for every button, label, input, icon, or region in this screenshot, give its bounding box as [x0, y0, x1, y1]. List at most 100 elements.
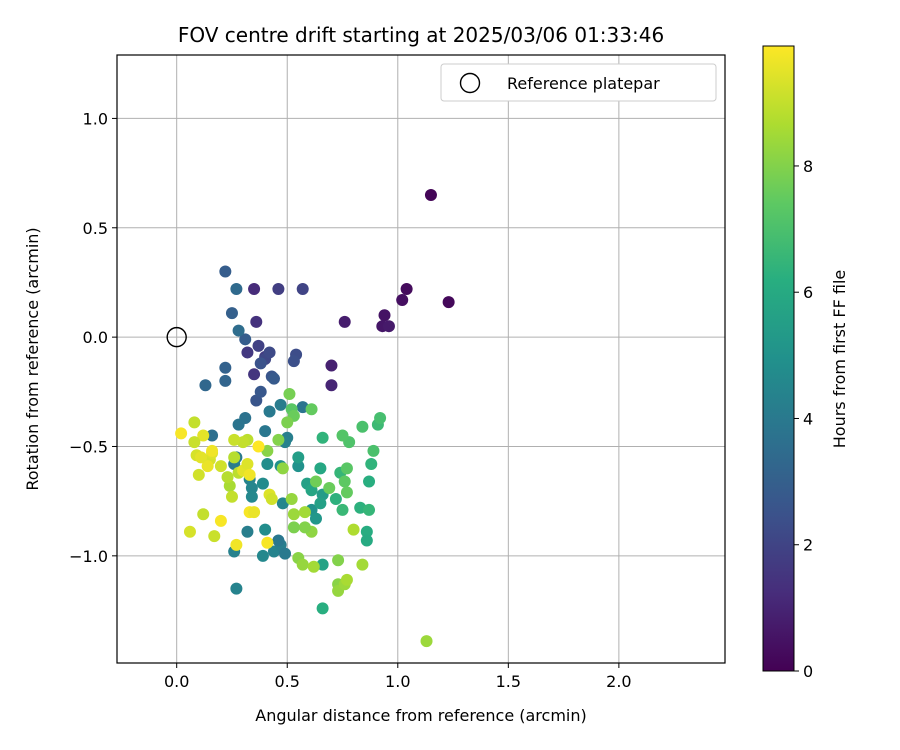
data-point: [292, 460, 305, 473]
data-point: [263, 405, 276, 418]
data-point: [206, 429, 219, 442]
data-point: [325, 379, 338, 392]
y-tick-label: −0.5: [69, 437, 108, 456]
data-point: [248, 506, 261, 519]
data-point: [188, 416, 201, 429]
data-point: [360, 525, 373, 538]
data-point: [230, 582, 243, 595]
data-point: [274, 398, 287, 411]
data-point: [340, 462, 353, 475]
data-point: [230, 283, 243, 296]
data-point: [316, 431, 329, 444]
data-point: [309, 512, 322, 525]
x-axis: 0.0 0.5 1.0 1.5 2.0: [164, 663, 632, 691]
colorbar: 0 2 4 6 8 Hours from first FF file: [762, 45, 849, 681]
y-tick-label: −1.0: [69, 547, 108, 566]
data-point: [252, 440, 265, 453]
x-tick-label: 1.5: [496, 672, 521, 691]
x-axis-label: Angular distance from reference (arcmin): [255, 706, 586, 725]
data-point: [261, 536, 274, 549]
colorbar-ticks: 0 2 4 6 8: [794, 157, 813, 681]
y-tick-label: 1.0: [83, 109, 108, 128]
data-point: [228, 433, 241, 446]
data-point: [347, 523, 360, 536]
data-point: [307, 560, 320, 573]
data-point: [340, 486, 353, 499]
data-point: [309, 475, 322, 488]
data-point: [228, 451, 241, 464]
data-point: [192, 468, 205, 481]
data-point: [276, 497, 289, 510]
colorbar-gradient: [762, 45, 795, 672]
data-point: [305, 403, 318, 416]
data-point: [245, 482, 258, 495]
data-point: [254, 357, 267, 370]
data-point: [214, 460, 227, 473]
legend-entry-reference: Reference platepar: [507, 74, 660, 93]
data-point: [396, 293, 409, 306]
data-point: [232, 418, 245, 431]
data-point: [298, 521, 311, 534]
data-point: [336, 503, 349, 516]
data-point: [356, 420, 369, 433]
data-point: [314, 497, 327, 510]
grid: [117, 55, 725, 663]
colorbar-tick-label: 0: [803, 662, 813, 681]
data-point: [287, 521, 300, 534]
data-point: [365, 457, 378, 470]
data-point: [276, 462, 289, 475]
data-point: [241, 525, 254, 538]
data-point: [378, 309, 391, 322]
colorbar-label: Hours from first FF file: [830, 270, 849, 449]
data-point: [363, 475, 376, 488]
data-point: [219, 265, 232, 278]
data-point: [252, 339, 265, 352]
data-point: [256, 477, 269, 490]
data-point: [285, 492, 298, 505]
x-tick-label: 2.0: [606, 672, 631, 691]
data-point: [219, 374, 232, 387]
data-point: [367, 444, 380, 457]
plot-frame: [116, 54, 726, 664]
data-point: [442, 296, 455, 309]
data-point: [183, 525, 196, 538]
data-point: [316, 602, 329, 615]
x-tick-label: 0.0: [164, 672, 189, 691]
data-point: [363, 503, 376, 516]
data-point: [298, 506, 311, 519]
data-point: [374, 412, 387, 425]
data-point: [243, 468, 256, 481]
data-point: [267, 372, 280, 385]
data-point: [248, 283, 261, 296]
data-point: [296, 283, 309, 296]
data-point: [259, 425, 272, 438]
data-point: [424, 188, 437, 201]
data-point: [250, 315, 263, 328]
chart-title: FOV centre drift starting at 2025/03/06 …: [178, 23, 664, 47]
data-point: [263, 346, 276, 359]
data-point: [232, 324, 245, 337]
data-point: [287, 508, 300, 521]
x-tick-label: 0.5: [275, 672, 300, 691]
data-point: [265, 492, 278, 505]
data-point: [239, 333, 252, 346]
data-point: [272, 433, 285, 446]
data-point: [245, 490, 258, 503]
data-point: [356, 558, 369, 571]
data-point: [175, 427, 188, 440]
reference-platepar-marker: [166, 326, 187, 348]
data-point: [279, 547, 292, 560]
data-point: [281, 416, 294, 429]
data-point: [420, 635, 433, 648]
data-point: [332, 554, 345, 567]
data-point: [199, 379, 212, 392]
data-point: [325, 359, 338, 372]
data-point: [287, 355, 300, 368]
data-point: [241, 457, 254, 470]
data-point: [230, 538, 243, 551]
data-point: [261, 444, 274, 457]
scatter-points: [175, 188, 455, 648]
data-point: [329, 492, 342, 505]
data-point: [197, 508, 210, 521]
